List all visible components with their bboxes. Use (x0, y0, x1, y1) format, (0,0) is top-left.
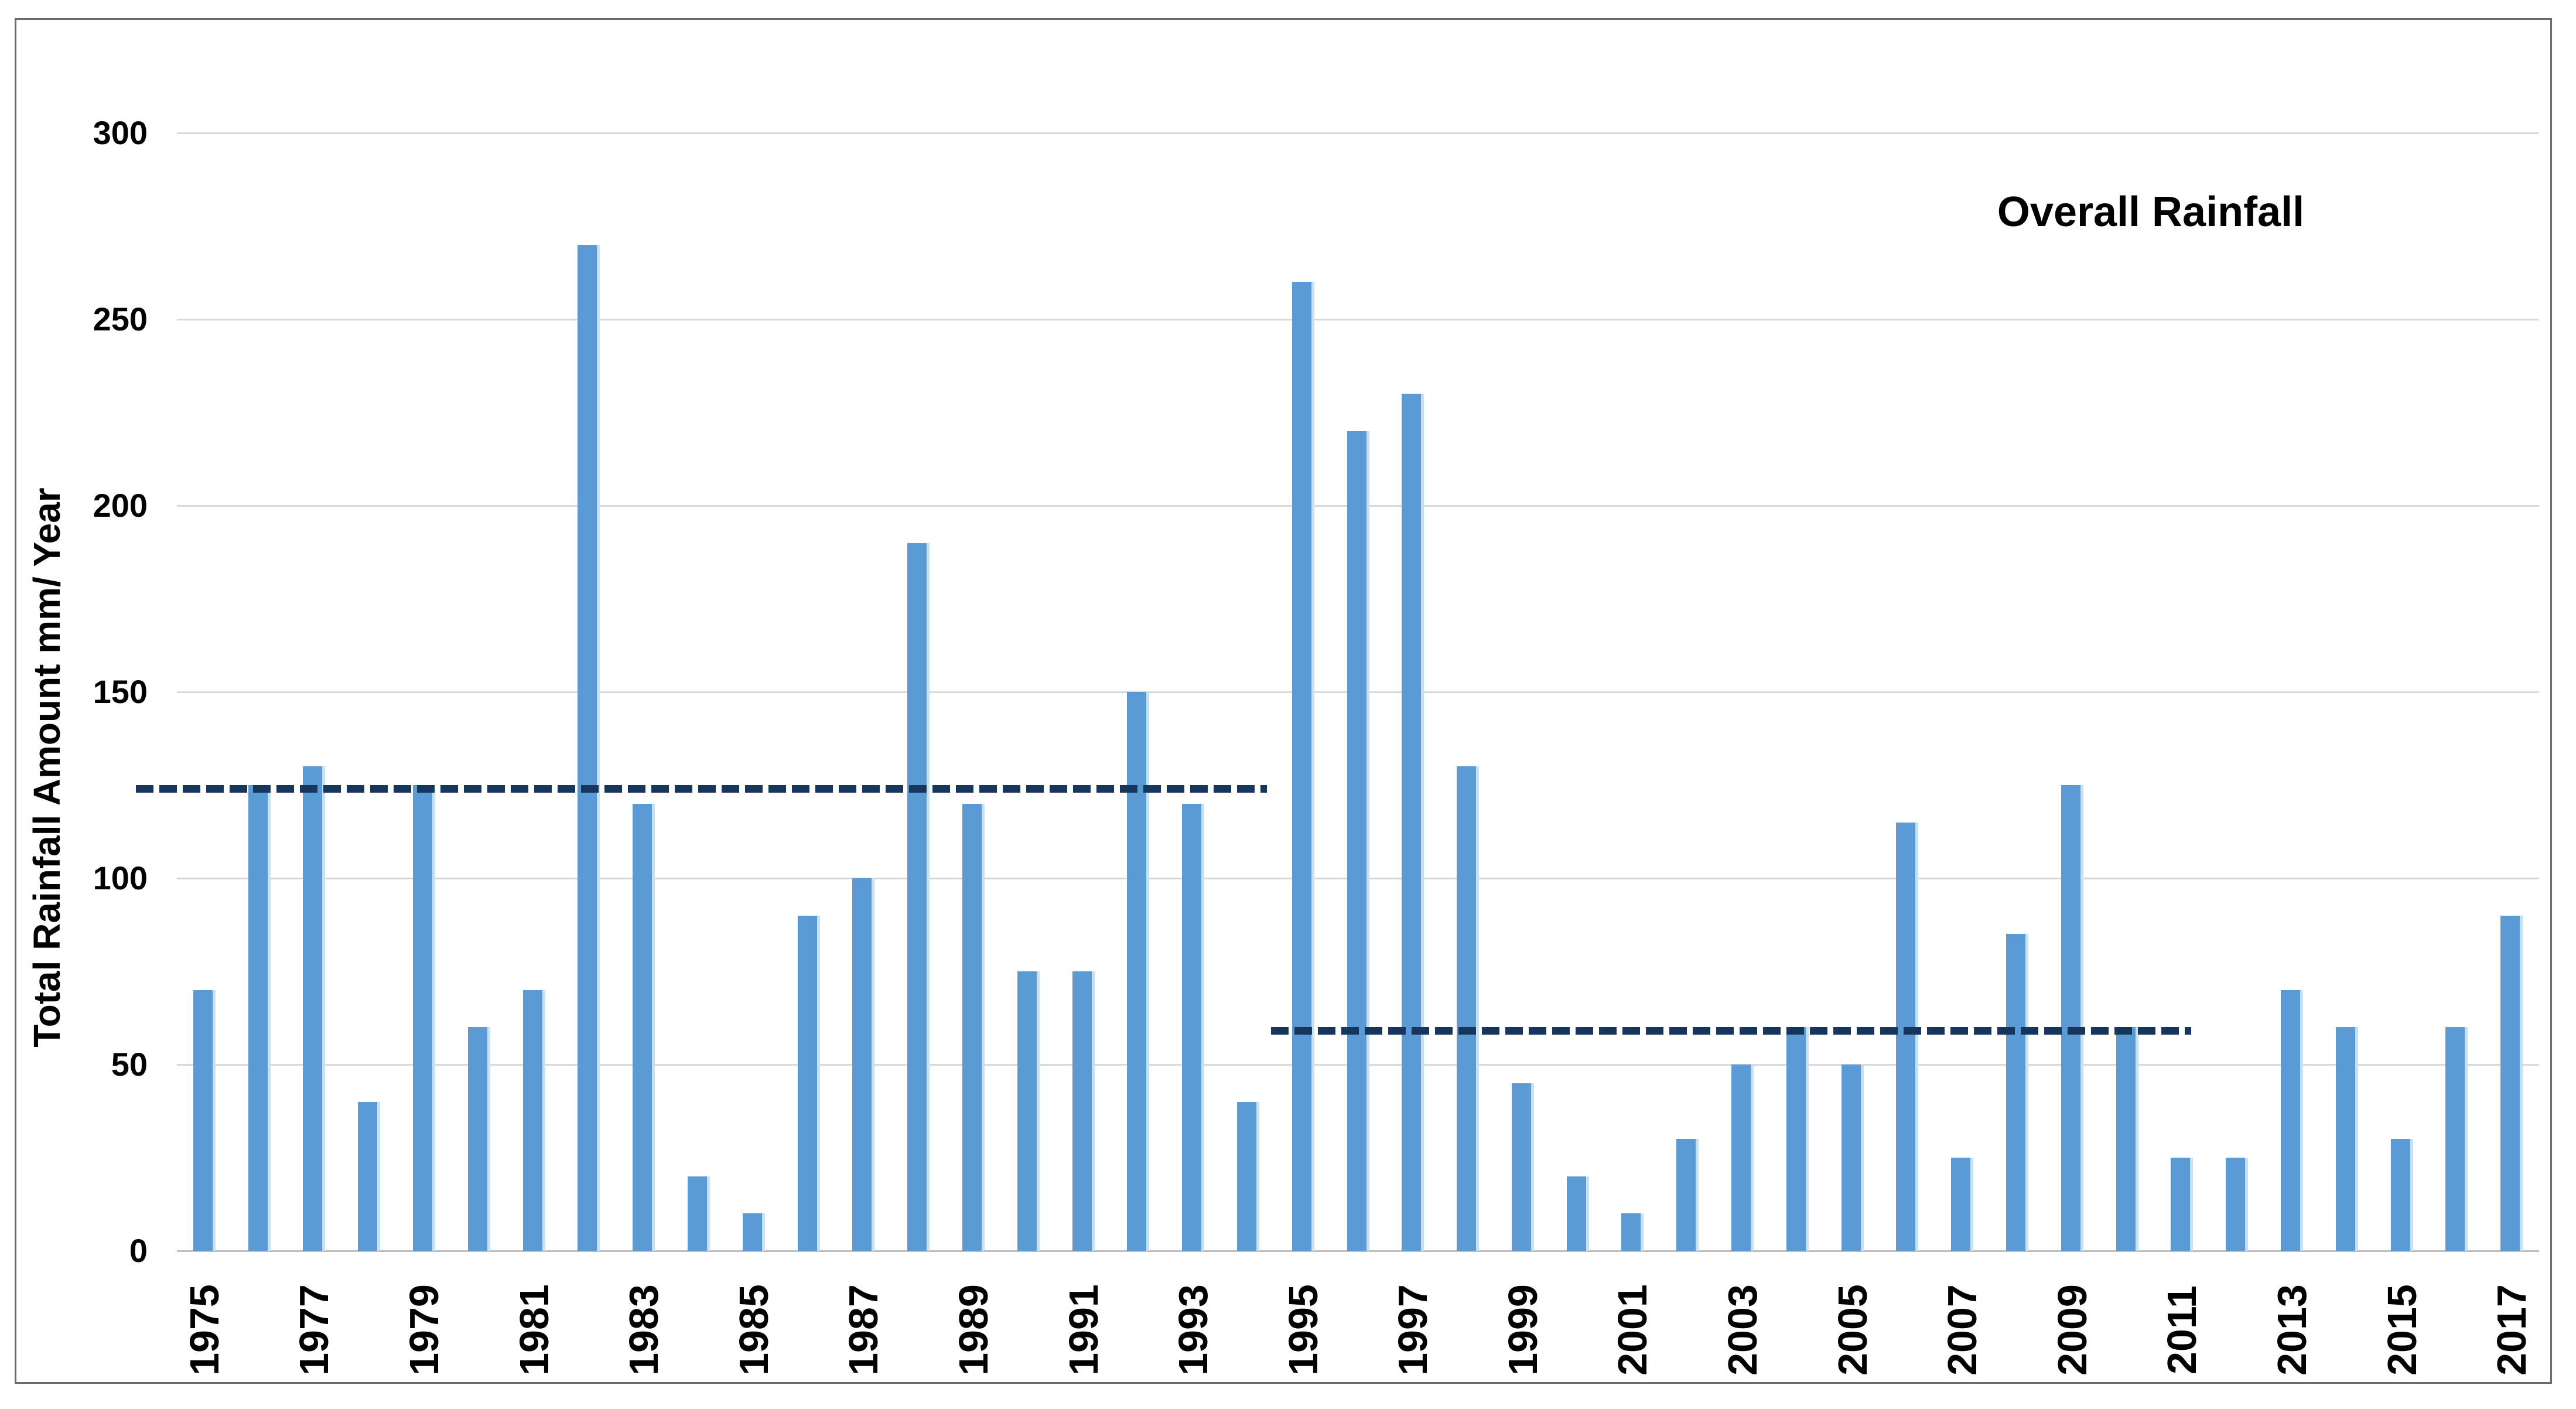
bar-2011 (2171, 1158, 2194, 1251)
x-tick-label-2003: 2003 (1720, 1284, 1766, 1376)
bar-2001 (1621, 1213, 1644, 1251)
x-tick-label-2001: 2001 (1610, 1284, 1656, 1376)
x-tick-label-1985: 1985 (730, 1284, 777, 1376)
x-tick-label-1977: 1977 (291, 1284, 337, 1376)
x-tick-label-2017: 2017 (2489, 1284, 2535, 1376)
x-tick-label-2009: 2009 (2049, 1284, 2095, 1376)
bar-1975 (193, 990, 216, 1251)
dashed-reference-line-1 (135, 784, 1267, 793)
bar-1988 (907, 543, 930, 1251)
x-tick-label-1979: 1979 (401, 1284, 447, 1376)
bar-1990 (1017, 971, 1040, 1251)
bar-2016 (2445, 1027, 2468, 1251)
bar-2013 (2280, 990, 2303, 1251)
x-tick-label-1993: 1993 (1170, 1284, 1217, 1376)
y-tick-label-200: 200 (93, 487, 148, 524)
x-tick-label-1991: 1991 (1060, 1284, 1106, 1376)
bar-2005 (1841, 1065, 1864, 1251)
y-tick-label-0: 0 (129, 1232, 148, 1269)
x-tick-label-1989: 1989 (950, 1284, 996, 1376)
bar-2007 (1951, 1158, 1974, 1251)
bar-2004 (1786, 1027, 1809, 1251)
bar-1994 (1236, 1101, 1259, 1251)
x-tick-label-1995: 1995 (1280, 1284, 1326, 1376)
bar-1978 (358, 1101, 381, 1251)
bar-1991 (1072, 971, 1095, 1251)
x-tick-label-1999: 1999 (1499, 1284, 1546, 1376)
bar-2014 (2335, 1027, 2358, 1251)
x-tick-label-1987: 1987 (841, 1284, 887, 1376)
x-tick-label-2007: 2007 (1939, 1284, 1986, 1376)
bar-1992 (1127, 692, 1150, 1251)
y-axis-title: Total Rainfall Amount mm/ Year (26, 487, 68, 1048)
y-tick-label-50: 50 (111, 1046, 148, 1083)
y-tick-label-150: 150 (93, 673, 148, 710)
x-tick-label-1997: 1997 (1390, 1284, 1436, 1376)
bar-1981 (522, 990, 545, 1251)
bar-1976 (248, 785, 271, 1251)
bar-1984 (688, 1176, 710, 1251)
bar-1982 (578, 244, 600, 1251)
bar-1996 (1347, 431, 1369, 1251)
bar-1997 (1402, 394, 1424, 1251)
bar-1993 (1182, 803, 1205, 1251)
x-tick-label-2015: 2015 (2379, 1284, 2425, 1376)
x-tick-label-1981: 1981 (511, 1284, 557, 1376)
bar-1983 (633, 803, 655, 1251)
bar-1987 (852, 878, 875, 1251)
bar-1995 (1292, 282, 1314, 1251)
bar-2006 (1896, 822, 1919, 1251)
bar-1980 (467, 1027, 490, 1251)
x-tick-label-2005: 2005 (1829, 1284, 1875, 1376)
x-tick-label-2013: 2013 (2268, 1284, 2315, 1376)
x-tick-label-2011: 2011 (2159, 1285, 2205, 1374)
bar-2017 (2500, 915, 2523, 1251)
chart-title: Overall Rainfall (1997, 189, 2305, 236)
x-axis-line (177, 1250, 2539, 1252)
gridline-300 (177, 132, 2539, 134)
bar-2010 (2116, 1027, 2138, 1251)
y-tick-label-300: 300 (93, 114, 148, 151)
y-tick-label-250: 250 (93, 301, 148, 337)
bar-1979 (413, 785, 436, 1251)
x-tick-label-1983: 1983 (621, 1284, 667, 1376)
bar-1989 (962, 803, 985, 1251)
bar-2009 (2061, 785, 2083, 1251)
bar-2002 (1676, 1139, 1699, 1251)
dashed-reference-line-2 (1270, 1027, 2192, 1035)
bar-2000 (1566, 1176, 1589, 1251)
y-tick-label-100: 100 (93, 859, 148, 896)
bar-2008 (2006, 934, 2028, 1251)
bar-2003 (1731, 1065, 1754, 1251)
bar-2012 (2226, 1158, 2249, 1251)
chart-frame-border (15, 18, 2552, 1384)
bar-2015 (2390, 1139, 2413, 1251)
gridline-250 (177, 318, 2539, 320)
x-tick-label-1975: 1975 (181, 1284, 227, 1376)
bar-1998 (1457, 766, 1480, 1251)
bar-1977 (303, 766, 326, 1251)
bar-1985 (742, 1213, 765, 1251)
bar-1986 (797, 915, 820, 1251)
bar-1999 (1511, 1083, 1534, 1251)
